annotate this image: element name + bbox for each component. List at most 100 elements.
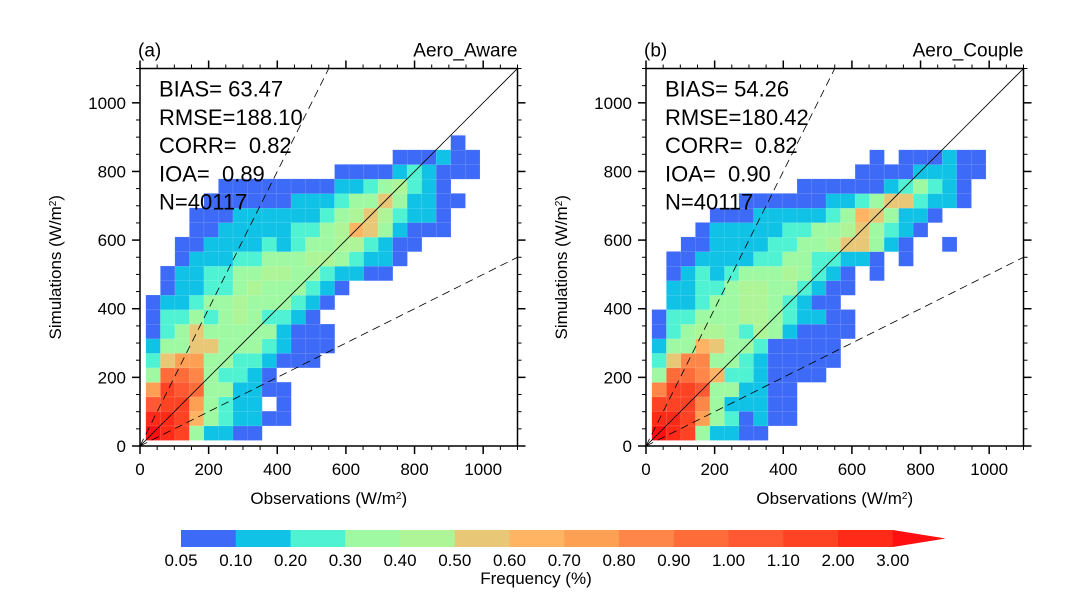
colorbar-box (783, 530, 839, 547)
heatmap-cell (261, 193, 278, 209)
x-tick-label: 600 (838, 460, 866, 479)
heatmap-cell (232, 381, 248, 398)
heatmap-cell (869, 149, 885, 165)
heatmap-cell (261, 352, 278, 369)
heatmap-cell (709, 425, 725, 441)
heatmap-cell (796, 338, 813, 354)
heatmap-cell (796, 207, 813, 223)
heatmap-cell (305, 338, 321, 354)
heatmap-cell (941, 236, 958, 252)
heatmap-cell (247, 294, 263, 311)
heatmap-cell (203, 236, 219, 252)
heatmap-cell (261, 265, 278, 282)
x-axis-label-close: ) (401, 489, 407, 508)
heatmap-cell (276, 178, 292, 194)
panel-label: (b) (644, 41, 667, 62)
heatmap-cell (927, 207, 943, 223)
colorbar-tick-label: 3.00 (876, 551, 909, 570)
y-tick-label: 200 (604, 368, 632, 387)
stat-text: BIAS= 54.26 (665, 77, 789, 102)
heatmap-cell (767, 222, 784, 238)
heatmap-cell (145, 309, 161, 325)
heatmap-cell (276, 251, 292, 267)
y-axis-label-close: ) (46, 195, 65, 201)
heatmap-cell (825, 338, 842, 354)
heatmap-cell (651, 323, 667, 340)
stat-text: RMSE=180.42 (665, 105, 809, 130)
heatmap-cell (189, 251, 205, 267)
colorbar-tick-label: 1.10 (767, 551, 800, 570)
colorbar-tick-label: 0.30 (329, 551, 362, 570)
heatmap-cell (927, 193, 943, 209)
heatmap-cell (276, 222, 292, 238)
heatmap-cell (319, 323, 336, 340)
heatmap-cell (363, 178, 379, 194)
heatmap-cell (232, 236, 248, 252)
heatmap-cell (738, 410, 754, 427)
heatmap-cell (680, 280, 696, 296)
heatmap-cell (160, 309, 176, 325)
stat-text: CORR= 0.82 (159, 133, 292, 158)
heatmap-cell (840, 309, 856, 325)
heatmap-cell (174, 410, 190, 427)
heatmap-cell (232, 280, 248, 296)
heatmap-cell (782, 367, 798, 383)
heatmap-cell (203, 294, 219, 311)
heatmap-cell (753, 381, 769, 398)
heatmap-cell (218, 294, 234, 311)
heatmap-cell (898, 251, 914, 267)
heatmap-cell (348, 236, 365, 252)
heatmap-cell (406, 178, 423, 194)
heatmap-cell (276, 207, 292, 223)
y-axis-label: Simulations (W/m2) (552, 195, 571, 339)
heatmap-cell (334, 178, 350, 194)
heatmap-cell (363, 164, 379, 180)
stat-text: BIAS= 63.47 (159, 77, 283, 102)
heatmap-cell (767, 323, 784, 340)
heatmap-cell (796, 222, 813, 238)
heatmap-cell (811, 352, 827, 369)
heatmap-cell (290, 222, 307, 238)
heatmap-cell (218, 280, 234, 296)
heatmap-cell (753, 193, 769, 209)
stat-value: 180.42 (741, 105, 808, 130)
heatmap-cell (276, 410, 292, 427)
heatmap-cell (840, 323, 856, 340)
heatmap-cell (218, 323, 234, 340)
heatmap-cell (811, 236, 827, 252)
heatmap-cell (435, 178, 452, 194)
stat-label: RMSE= (159, 105, 235, 130)
heatmap-cell (218, 381, 234, 398)
heatmap-cell (738, 352, 754, 369)
heatmap-cell (912, 193, 929, 209)
y-axis-label-text: Simulations (W/m (46, 206, 65, 339)
heatmap-cell (319, 294, 336, 311)
heatmap-cell (174, 367, 190, 383)
heatmap-cell (305, 236, 321, 252)
heatmap-cell (203, 251, 219, 267)
stat-value: 0.89 (210, 161, 265, 186)
heatmap-cell (218, 410, 234, 427)
heatmap-cell (680, 352, 696, 369)
heatmap-cell (261, 294, 278, 311)
heatmap-cell (738, 294, 754, 311)
heatmap-cell (406, 207, 423, 223)
heatmap-cell (709, 410, 725, 427)
heatmap-cell (695, 367, 711, 383)
heatmap-cell (796, 309, 813, 325)
heatmap-cell (898, 164, 914, 180)
heatmap-cell (145, 381, 161, 398)
heatmap-cell (782, 236, 798, 252)
reference-lines (646, 68, 1024, 446)
colorbar-tick-label: 0.10 (219, 551, 252, 570)
y-tick-label: 800 (604, 162, 632, 181)
heatmap-cell (232, 309, 248, 325)
heatmap-cell (160, 425, 176, 441)
heatmap-cell (276, 338, 292, 354)
heatmap-cell (898, 207, 914, 223)
heatmap-cell (189, 294, 205, 311)
heatmap-cell (377, 222, 394, 238)
heatmap-cell (680, 236, 696, 252)
heatmap-cell (825, 352, 842, 369)
